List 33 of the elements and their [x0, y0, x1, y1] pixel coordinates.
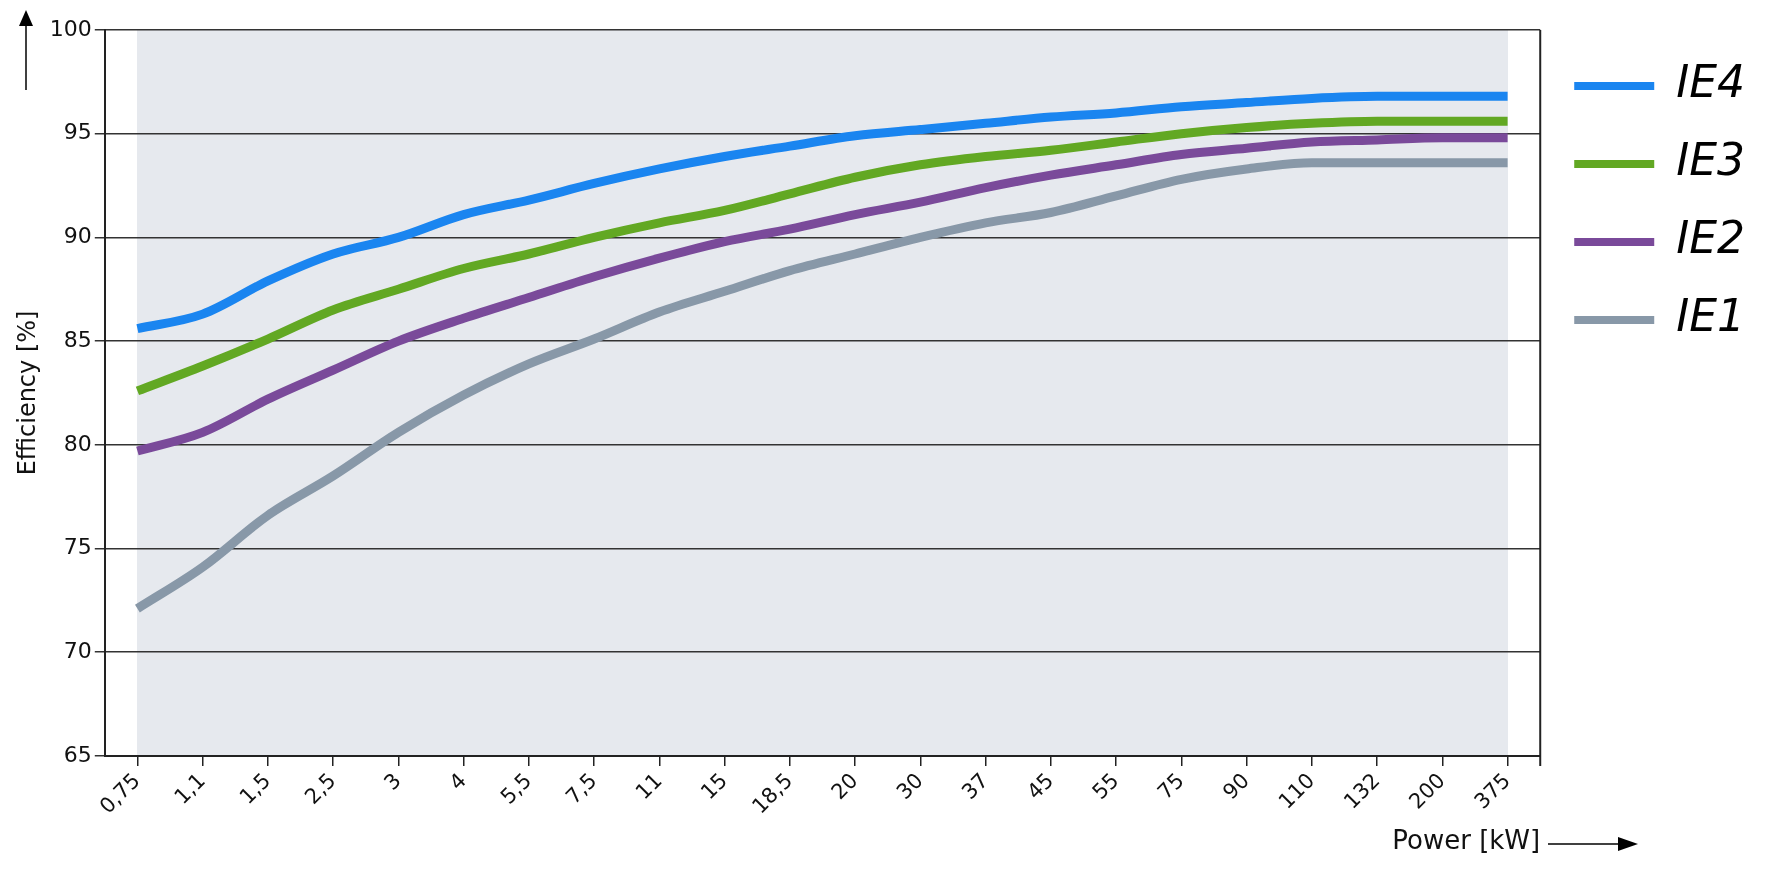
- x-tick-label: 37: [957, 768, 994, 805]
- x-tick-label: 30: [891, 768, 928, 805]
- y-tick-label: 80: [63, 430, 92, 456]
- x-tick-label: 132: [1339, 768, 1385, 814]
- x-tick-label: 2,5: [299, 768, 341, 809]
- x-tick-label: 55: [1087, 768, 1124, 805]
- y-tick-label: 100: [49, 15, 92, 41]
- y-tick-label: 75: [63, 534, 92, 560]
- x-tick-label: 7,5: [560, 768, 602, 809]
- y-tick-label: 85: [63, 326, 92, 352]
- x-tick-label: 90: [1218, 768, 1255, 805]
- y-axis-title: Efficiency [%]: [12, 310, 41, 476]
- x-tick-label: 1,5: [234, 768, 276, 809]
- x-tick-label: 200: [1404, 768, 1450, 814]
- x-tick-label: 1,1: [169, 768, 211, 809]
- x-tick-label: 45: [1022, 768, 1059, 805]
- y-tick-label: 90: [63, 223, 92, 249]
- legend-label: IE3: [1676, 134, 1746, 186]
- x-tick-label: 15: [696, 768, 733, 805]
- legend-label: IE1: [1676, 290, 1746, 342]
- y-tick-label: 65: [63, 741, 92, 767]
- x-tick-label: 75: [1152, 768, 1189, 805]
- y-tick-label: 70: [63, 637, 92, 663]
- x-tick-label: 11: [630, 768, 667, 805]
- y-tick-label: 95: [63, 119, 92, 145]
- x-tick-label: 110: [1273, 768, 1320, 814]
- x-axis-title: Power [kW]: [1392, 825, 1541, 856]
- legend-label: IE4: [1676, 56, 1746, 108]
- x-tick-label: 20: [826, 768, 863, 805]
- x-tick-label: 5,5: [495, 768, 537, 809]
- x-tick-label: 4: [444, 768, 472, 795]
- legend-label: IE2: [1676, 212, 1746, 264]
- x-tick-label: 3: [379, 768, 406, 795]
